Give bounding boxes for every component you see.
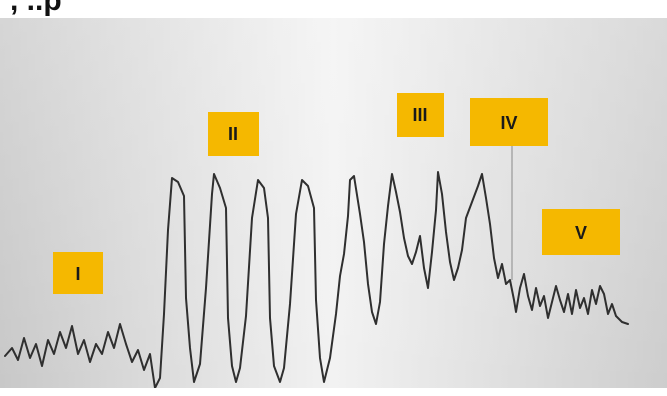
phase-label-v-text: V	[575, 223, 587, 243]
phase-label-i-text: I	[75, 264, 80, 284]
phase-label-iii-text: III	[412, 105, 427, 125]
phase-label-v-box	[542, 209, 620, 255]
phase-label-ii-box	[208, 112, 259, 156]
waveform-trace	[4, 171, 629, 388]
waveform-panel: I II III IV V	[0, 18, 667, 388]
phase-label-iv-text: IV	[500, 113, 517, 133]
phase-label-v: V	[542, 209, 620, 255]
top-strip: , ..p	[0, 0, 667, 20]
waveform-svg: I II III IV V	[0, 18, 667, 388]
phase-label-i: I	[53, 252, 103, 294]
phase-label-i-box	[53, 252, 103, 294]
phase-label-iv-box	[470, 98, 548, 146]
phase-label-iv: IV	[470, 98, 548, 146]
phase-label-iii: III	[397, 93, 444, 137]
phase-label-ii: II	[208, 112, 259, 156]
cropped-title-text: , ..p	[10, 0, 62, 17]
bottom-strip	[0, 388, 667, 396]
phase-label-iii-box	[397, 93, 444, 137]
phase-label-ii-text: II	[228, 124, 238, 144]
